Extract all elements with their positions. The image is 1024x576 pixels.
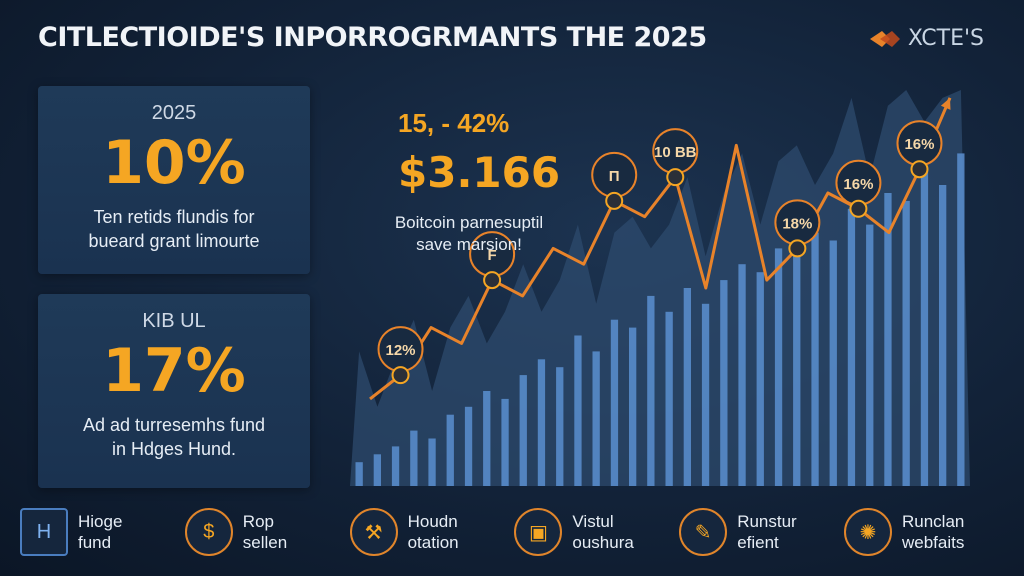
chart-bar (866, 224, 874, 486)
stat-range: 15, - 42% (398, 108, 510, 138)
chart-bar (756, 272, 764, 486)
card-kicker: 2025 (151, 102, 197, 124)
feature-label: efient (737, 533, 779, 552)
feature-label: sellen (242, 533, 288, 552)
stat-card-kib: KIB UL 17% Ad ad turresemhs fund in Hdge… (38, 294, 310, 488)
chart-bar (410, 430, 418, 486)
feature-runclan: ✺ Runclan webfaits (843, 508, 1004, 556)
card-kicker: KIB UL (142, 310, 206, 332)
box-icon: ▣ (514, 508, 563, 556)
feature-label: webfaits (901, 533, 965, 552)
feature-label: Runstur (737, 512, 797, 531)
feature-label: fund (78, 533, 112, 552)
chart-point (788, 239, 807, 258)
feature-rop: $ Rop sellen (184, 508, 345, 556)
chart-bar (647, 295, 655, 486)
chart-bar (683, 288, 691, 486)
chart-bar (939, 185, 947, 486)
feature-label: otation (407, 533, 459, 552)
page-title: CITLECTIOIDE'S INPORROGRMANTS THE 2025 (38, 22, 707, 53)
stat-card-2025: 2025 10% Ten retids flundis for bueard g… (38, 86, 310, 274)
chart-bar (610, 319, 619, 486)
chart-bar (920, 169, 929, 486)
feature-runstur: ✎ Runstur efient (679, 508, 839, 556)
feature-bar: H Hioge fund $ Rop sellen ⚒ Houdn otatio… (20, 500, 1004, 564)
card-desc-line: Ad ad turresemhs fund (82, 415, 266, 435)
stat-money: $3.166 (398, 148, 561, 197)
chart-marker-label: 12% (386, 342, 416, 359)
chart-bar (556, 367, 564, 486)
chart-bar (665, 311, 673, 486)
brand-name: XCTE'S (907, 26, 984, 51)
feature-label: Houdn (407, 512, 458, 531)
chart-marker-label: Π (609, 168, 620, 185)
chart-bar (464, 406, 473, 486)
feature-label: Runclan (901, 512, 965, 531)
chart-bar (373, 454, 381, 486)
chart-bar (355, 462, 363, 486)
chart-point (849, 199, 868, 218)
chart-bar (829, 240, 837, 486)
chart-marker-label: F (488, 247, 497, 264)
chart-bar (501, 398, 509, 486)
brand-logo: XCTE'S (868, 26, 984, 51)
chart-arrow-icon (940, 97, 951, 110)
chart-bar (884, 193, 892, 486)
chart-marker-label: 16% (904, 136, 934, 153)
feature-houdn: ⚒ Houdn otation (349, 508, 510, 556)
chart-bar (957, 153, 965, 486)
gear-icon: ✺ (843, 508, 892, 556)
chart-point (666, 168, 685, 187)
chart-bar (720, 280, 728, 486)
chart-bar (428, 438, 436, 486)
chart-bar (446, 414, 454, 486)
feature-label: Hioge (78, 512, 123, 531)
chart-bar (574, 335, 582, 486)
tool-icon: ⚒ (349, 508, 398, 556)
chart-bar (774, 248, 783, 486)
card-desc-line: Ten retids flundis for (93, 207, 255, 227)
chart-bar (847, 208, 856, 487)
chart-bar (902, 200, 910, 486)
coin-icon: $ (184, 508, 233, 556)
feature-label: Vistul (572, 512, 614, 531)
card-value: 17% (102, 336, 246, 406)
chart-bar (537, 359, 546, 486)
hedge-logo-icon: H (20, 508, 68, 556)
chart-point (391, 366, 410, 385)
feature-hedge-fund: H Hioge fund (20, 508, 180, 556)
chart-bar (701, 303, 710, 486)
chart-marker-label: 16% (843, 176, 873, 193)
chart-bar (793, 256, 801, 486)
chart-marker-label: 10 BB (654, 144, 697, 161)
chart-point (483, 271, 502, 290)
feature-label: oushura (572, 533, 634, 552)
brand-mark-icon (869, 30, 900, 47)
chart-bar (483, 391, 491, 486)
chart-bar (629, 327, 637, 486)
chart-bar (738, 264, 746, 486)
growth-chart: 12% F Π 10 BB 18% 16% 16% (350, 90, 970, 487)
chart-point (910, 160, 929, 179)
chart-bar (391, 446, 400, 486)
card-value: 10% (102, 128, 246, 198)
chart-bar (592, 351, 600, 486)
chart-marker-label: 18% (782, 215, 812, 232)
pen-icon: ✎ (679, 508, 728, 556)
chart-point (605, 191, 624, 210)
feature-label: Rop (242, 512, 274, 531)
card-desc-line: bueard grant limourte (88, 231, 260, 251)
chart-bar (811, 232, 819, 486)
chart-bar (519, 375, 527, 486)
stat-desc-line: Boitcoin parnesuptil (394, 213, 544, 232)
feature-vistul: ▣ Vistul oushura (514, 508, 674, 556)
card-desc-line: in Hdges Hund. (111, 439, 237, 459)
stat-desc-line: save marsion! (416, 235, 522, 254)
